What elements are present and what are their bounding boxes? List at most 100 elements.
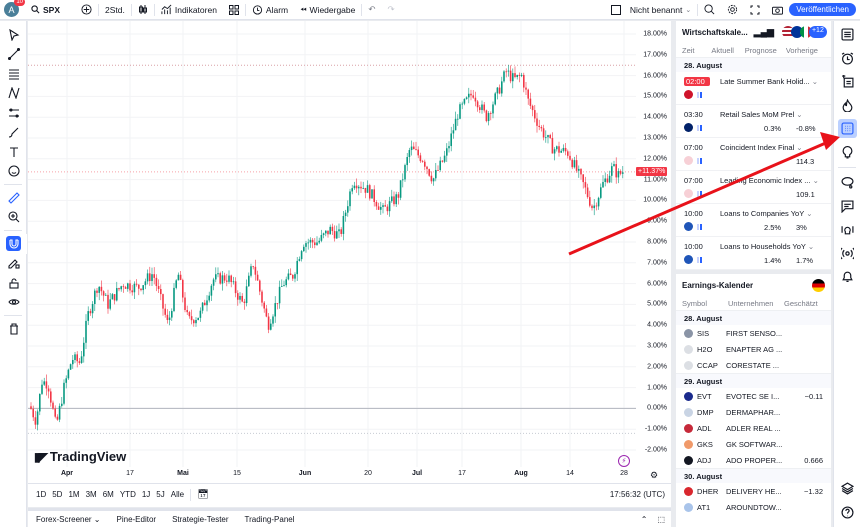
delete-drawings-tool[interactable] bbox=[0, 319, 27, 339]
earnings-symbol: DHER bbox=[697, 486, 719, 496]
country-filter[interactable]: +12 bbox=[781, 26, 827, 38]
earnings-row[interactable]: CCAP CORESTATE ... bbox=[676, 357, 831, 373]
earnings-row[interactable]: DMP DERMAPHAR... bbox=[676, 404, 831, 420]
range-ytd[interactable]: YTD bbox=[119, 490, 136, 499]
live-button[interactable] bbox=[834, 242, 860, 266]
hide-drawings-tool[interactable] bbox=[0, 293, 27, 313]
search-icon bbox=[31, 5, 40, 14]
range-3m[interactable]: 3M bbox=[85, 490, 97, 499]
chart-type-button[interactable] bbox=[132, 0, 154, 20]
interval-button[interactable]: 2Std. bbox=[105, 4, 125, 15]
range-6m[interactable]: 6M bbox=[102, 490, 114, 499]
importance-bars-icon[interactable]: ▂▄▆ bbox=[753, 26, 774, 37]
layouts-button[interactable] bbox=[223, 0, 245, 20]
tab-trading-panel[interactable]: Trading-Panel bbox=[244, 514, 295, 524]
range-5d[interactable]: 5D bbox=[52, 490, 63, 499]
alert-button[interactable]: Alarm bbox=[246, 0, 294, 20]
help-button[interactable] bbox=[834, 501, 860, 525]
layout-name-button[interactable]: Nicht benannt ⌄ bbox=[605, 0, 697, 20]
quick-search-button[interactable] bbox=[698, 0, 721, 20]
snapshot-button[interactable] bbox=[766, 0, 789, 20]
earnings-calendar-title[interactable]: Earnings-Kalender bbox=[682, 280, 754, 290]
earnings-row[interactable]: AT1 AROUNDTOW... bbox=[676, 499, 831, 515]
event-forecast: 2.5% bbox=[764, 223, 782, 232]
alerts-button[interactable] bbox=[834, 47, 860, 71]
earnings-row[interactable]: ADJ ADO PROPER... 0.666 bbox=[676, 452, 831, 468]
time-axis[interactable]: Apr 17 Mai 15 Jun 20 Jul 17 Aug 14 28 bbox=[28, 467, 636, 481]
company-logo-icon bbox=[684, 486, 693, 496]
earnings-row[interactable]: GKS GK SOFTWAR... bbox=[676, 436, 831, 452]
price-plot[interactable] bbox=[28, 21, 636, 467]
range-5j[interactable]: 5J bbox=[156, 490, 165, 499]
earnings-row[interactable]: EVT EVOTEC SE I... −0.11 bbox=[676, 388, 831, 404]
magnet-tool[interactable] bbox=[0, 234, 27, 254]
settings-button[interactable] bbox=[721, 0, 744, 20]
zoom-in-tool[interactable] bbox=[0, 208, 27, 228]
time-axis-label: Apr bbox=[60, 470, 74, 477]
tab-forex-screener[interactable]: Forex-Screener ⌄ bbox=[36, 514, 101, 524]
earnings-row[interactable]: SIS FIRST SENSO... bbox=[676, 325, 831, 341]
cursor-tool[interactable] bbox=[0, 25, 27, 45]
brush-tool[interactable] bbox=[0, 123, 27, 143]
ideas-button[interactable] bbox=[834, 141, 860, 165]
streams-button[interactable] bbox=[834, 218, 860, 242]
chats-button[interactable] bbox=[834, 171, 860, 195]
chevron-up-icon[interactable]: ⌃ bbox=[640, 514, 648, 524]
event-name: Leading Economic Index ... ⌄ bbox=[720, 176, 819, 185]
range-1j[interactable]: 1J bbox=[141, 490, 151, 499]
notifications-button[interactable] bbox=[834, 265, 860, 289]
emoji-tool[interactable] bbox=[0, 162, 27, 182]
undo-button[interactable]: ↶ bbox=[368, 4, 376, 14]
fullscreen-button[interactable] bbox=[744, 0, 766, 20]
range-1m[interactable]: 1M bbox=[68, 490, 80, 499]
econ-event-row[interactable]: 10:00 Loans to Households YoY ⌄ 1.4% 1.7% bbox=[676, 237, 831, 270]
earnings-row[interactable]: ADL ADLER REAL ... bbox=[676, 420, 831, 436]
chart-pane[interactable]: 18.00% 17.00% 16.00% 15.00% 14.00% 13.00% 12.0… bbox=[28, 21, 671, 507]
hotlists-button[interactable] bbox=[834, 94, 860, 118]
time-axis-label: 17 bbox=[126, 470, 134, 477]
fib-tool[interactable] bbox=[0, 64, 27, 84]
trend-line-tool[interactable] bbox=[0, 45, 27, 65]
text-tool[interactable] bbox=[0, 142, 27, 162]
maximize-panel-icon[interactable]: ⬚ bbox=[657, 514, 665, 524]
layers-button[interactable] bbox=[834, 477, 860, 501]
event-previous: 109.1 bbox=[796, 190, 815, 199]
symbol-search-button[interactable]: SPX bbox=[25, 0, 75, 20]
indicators-button[interactable]: Indikatoren bbox=[155, 0, 223, 20]
replay-button[interactable]: ⏪︎ Wiedergabe bbox=[300, 4, 356, 15]
range-alle[interactable]: Alle bbox=[170, 490, 185, 499]
earnings-row[interactable]: H2O ENAPTER AG ... bbox=[676, 341, 831, 357]
econ-event-row[interactable]: 07:00 Leading Economic Index ... ⌄ 109.1 bbox=[676, 171, 831, 204]
lock-drawing-tool[interactable] bbox=[0, 254, 27, 274]
econ-event-row[interactable]: 10:00 Loans to Companies YoY ⌄ 2.5% 3% bbox=[676, 204, 831, 237]
earnings-row[interactable]: DHER DELIVERY HE... −1.32 bbox=[676, 483, 831, 499]
range-1d[interactable]: 1D bbox=[36, 490, 47, 499]
forecast-tool[interactable] bbox=[0, 103, 27, 123]
econ-event-row[interactable]: 02:00 Late Summer Bank Holid... ⌄ bbox=[676, 72, 831, 105]
compare-symbol-button[interactable] bbox=[75, 0, 98, 20]
earnings-company: DELIVERY HE... bbox=[726, 486, 782, 496]
trash-icon bbox=[9, 323, 18, 335]
clock-time[interactable]: 17:56:32 (UTC) bbox=[609, 490, 665, 499]
econ-event-row[interactable]: 03:30 Retail Sales MoM Prel ⌄ 0.3% -0.8% bbox=[676, 105, 831, 138]
economic-calendar-title[interactable]: Wirtschaftskale... bbox=[682, 27, 748, 37]
publish-button[interactable]: Veröffentlichen bbox=[789, 3, 856, 16]
tab-strategie-tester[interactable]: Strategie-Tester bbox=[172, 514, 229, 524]
earnings-columns: Symbol Unternehmen Geschätzt bbox=[676, 296, 831, 310]
econ-event-row[interactable]: 07:00 Coincident Index Final ⌄ 114.3 bbox=[676, 138, 831, 171]
price-axis[interactable]: 18.00% 17.00% 16.00% 15.00% 14.00% 13.00% 12.0… bbox=[636, 21, 671, 467]
avatar[interactable]: A 10 bbox=[4, 0, 25, 17]
lightning-icon[interactable]: ⚡︎ bbox=[618, 455, 630, 467]
calendar-button[interactable] bbox=[834, 117, 860, 141]
axis-settings-icon[interactable]: ⚙︎ bbox=[650, 470, 659, 480]
add-list-button[interactable] bbox=[834, 70, 860, 94]
messages-button[interactable] bbox=[834, 195, 860, 219]
redo-button[interactable]: ↷ bbox=[387, 4, 395, 14]
tab-pine-editor[interactable]: Pine-Editor bbox=[116, 514, 157, 524]
ruler-tool[interactable] bbox=[0, 188, 27, 208]
pattern-tool[interactable] bbox=[0, 84, 27, 104]
watchlist-button[interactable] bbox=[834, 23, 860, 47]
de-flag-icon[interactable] bbox=[812, 278, 825, 292]
lock-all-tool[interactable] bbox=[0, 273, 27, 293]
goto-date-icon[interactable]: 📅︎ bbox=[197, 489, 209, 499]
